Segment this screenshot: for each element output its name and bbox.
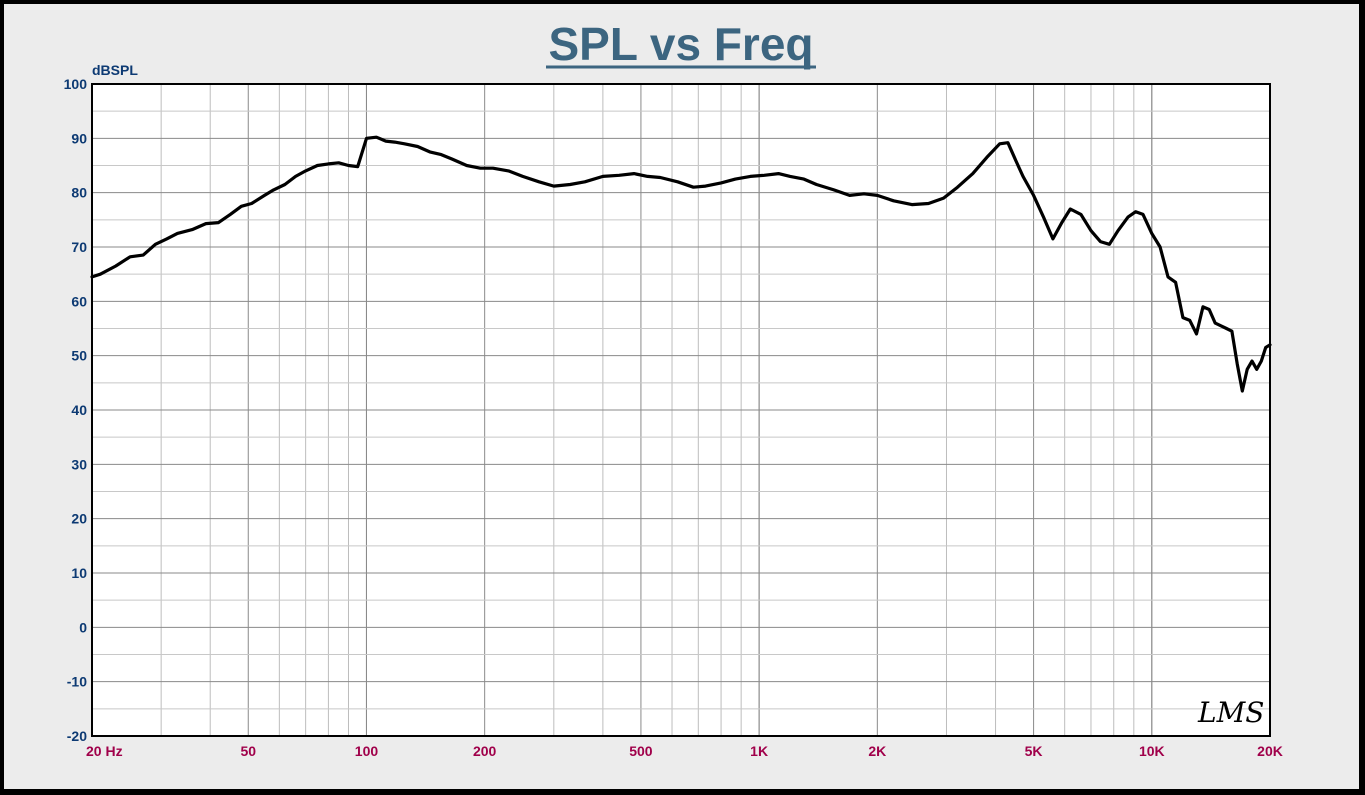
x-tick-label: 500 [629,743,653,759]
y-tick-label: 90 [71,130,87,146]
y-axis-label: dBSPL [92,62,138,78]
x-tick-label: 200 [473,743,497,759]
y-tick-label: 10 [71,565,87,581]
y-tick-label: 100 [64,76,88,92]
y-tick-label: 50 [71,348,87,364]
x-tick-label: 20K [1257,743,1283,759]
y-tick-label: 0 [79,619,87,635]
y-tick-label: 70 [71,239,87,255]
major-grid [92,110,1270,710]
x-tick-label: 20 Hz [86,743,123,759]
x-tick-label: 100 [355,743,379,759]
plot-area [91,83,1271,737]
y-tick-label: 80 [71,185,87,201]
y-tick-label: 40 [71,402,87,418]
y-tick-label: -10 [67,674,87,690]
x-tick-label: 50 [240,743,256,759]
x-tick-label: 1K [750,743,768,759]
y-tick-label: 20 [71,511,87,527]
lms-logo: LMS [1197,696,1264,729]
spl-series-line [90,135,1272,393]
series-layer [90,135,1272,393]
chart-title: SPL vs Freq [548,18,813,70]
x-tick-label: 2K [868,743,886,759]
x-tick-label: 5K [1025,743,1043,759]
y-tick-label: -20 [67,728,87,744]
y-tick-label: 60 [71,293,87,309]
x-tick-label: 10K [1139,743,1165,759]
x-tick-labels: 20 Hz 50 100 200 500 1K 2K 5K 10K 20K [86,743,1283,759]
y-tick-label: 30 [71,456,87,472]
